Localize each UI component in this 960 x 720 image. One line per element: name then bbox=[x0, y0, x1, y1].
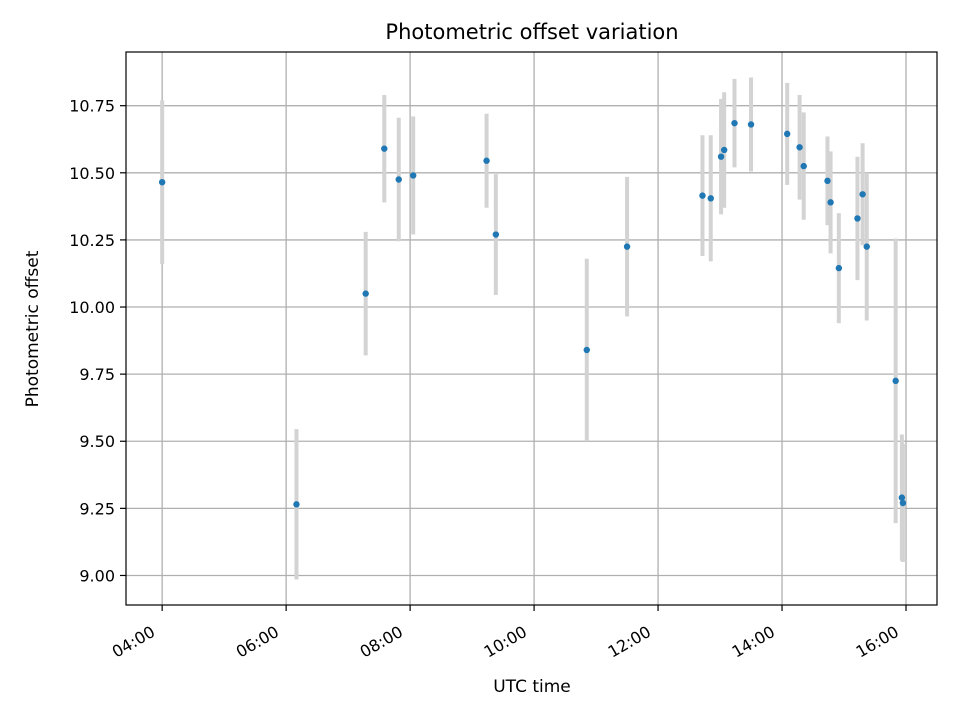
data-point bbox=[747, 121, 755, 128]
data-point bbox=[783, 130, 791, 138]
data-point bbox=[483, 157, 490, 164]
data-point bbox=[898, 494, 906, 501]
y-tick-label: 9.25 bbox=[79, 499, 115, 518]
data-point bbox=[699, 192, 706, 199]
data-point bbox=[492, 231, 500, 238]
data-point bbox=[800, 162, 807, 170]
y-tick-label: 9.50 bbox=[79, 432, 115, 451]
data-points bbox=[158, 119, 907, 508]
data-point bbox=[362, 290, 369, 297]
y-tick-label: 10.25 bbox=[69, 231, 115, 250]
data-point bbox=[720, 146, 728, 154]
y-axis-label: Photometric offset bbox=[23, 250, 43, 407]
data-point bbox=[863, 243, 870, 250]
y-tick-label: 9.00 bbox=[79, 566, 115, 585]
data-point bbox=[395, 176, 402, 183]
data-point bbox=[381, 145, 388, 152]
data-point bbox=[410, 172, 417, 179]
y-tick-label: 9.75 bbox=[79, 365, 115, 384]
data-point bbox=[827, 199, 834, 206]
y-tick-label: 10.75 bbox=[69, 97, 115, 116]
chart-title: Photometric offset variation bbox=[385, 20, 678, 44]
plot-frame bbox=[125, 51, 938, 606]
data-point bbox=[859, 191, 866, 198]
y-tick-label: 10.50 bbox=[69, 164, 115, 183]
data-point bbox=[717, 153, 725, 160]
y-tick-label: 10.00 bbox=[69, 298, 115, 317]
data-point bbox=[892, 377, 899, 385]
data-point bbox=[854, 215, 861, 222]
data-point bbox=[796, 144, 803, 151]
data-point bbox=[731, 119, 738, 127]
data-point bbox=[899, 499, 907, 507]
data-point bbox=[623, 243, 631, 250]
data-point bbox=[158, 178, 166, 186]
x-axis-label: UTC time bbox=[493, 677, 571, 697]
data-point bbox=[707, 195, 714, 202]
data-point bbox=[824, 177, 831, 185]
data-point bbox=[835, 264, 843, 272]
data-point bbox=[583, 346, 590, 354]
y-axis-ticks: 9.00 9.25 9.50 9.75 10.00 10.25 10.50 10.75 bbox=[69, 97, 126, 585]
data-point bbox=[293, 501, 300, 508]
